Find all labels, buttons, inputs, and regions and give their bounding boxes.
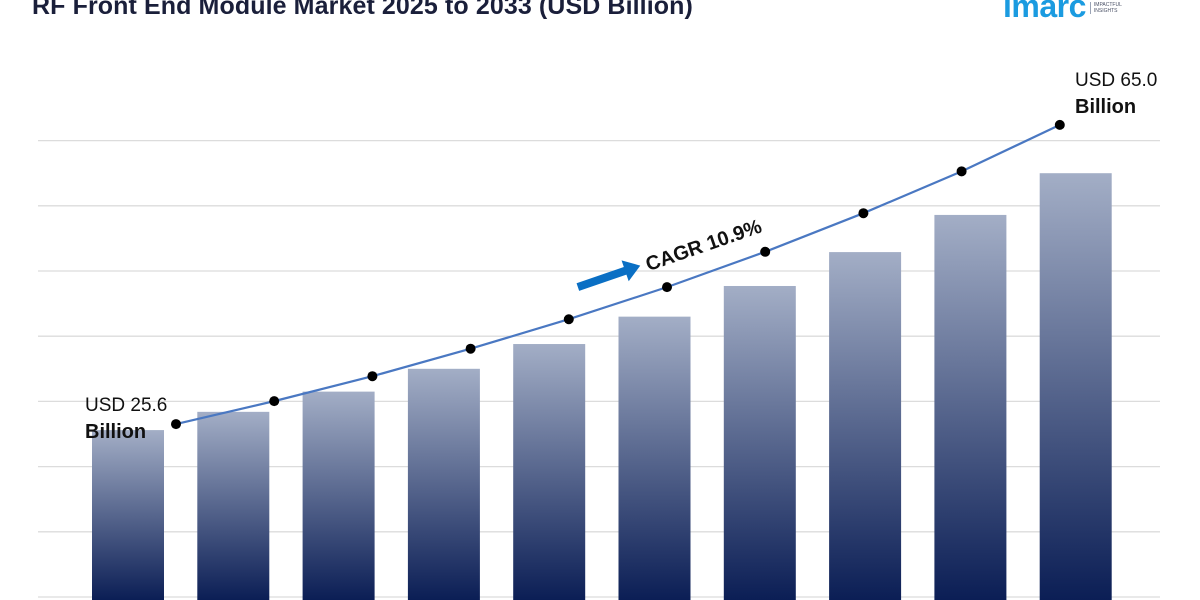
imarc-logo: imarc IMPACTFUL INSIGHTS (1003, 0, 1134, 22)
trend-marker-2030 (662, 282, 672, 293)
trend-marker-2034 (1054, 119, 1065, 130)
start-value-label: USD 25.6 (85, 395, 167, 416)
end-value-label: USD 65.0 (1075, 70, 1157, 91)
bars (92, 173, 1112, 600)
logo-tagline: IMPACTFUL INSIGHTS (1089, 2, 1134, 14)
cagr-arrow-icon (576, 260, 641, 291)
bar-2030 (618, 316, 691, 600)
bar-2027 (302, 391, 375, 600)
trend-marker-2029 (563, 314, 574, 325)
trend-line (175, 123, 1061, 426)
end-unit-label: Billion (1075, 96, 1136, 118)
cagr-label: CAGR 10.9% (643, 216, 765, 276)
bar-2033 (934, 214, 1007, 600)
chart-title: RF Front End Module Market 2025 to 2033 … (32, 0, 693, 20)
bar-2031 (723, 285, 796, 600)
trend-polyline (175, 123, 1061, 426)
trend-markers (171, 119, 1065, 430)
bar-2034 (1039, 173, 1112, 600)
bar-2026 (197, 411, 270, 600)
trend-marker-2033 (956, 166, 967, 177)
trend-marker-2026 (269, 396, 280, 407)
trend-marker-2031 (760, 246, 771, 257)
trend-marker-2025 (171, 419, 181, 430)
logo-wordmark: imarc (1003, 0, 1086, 24)
bar-2029 (513, 344, 586, 600)
trend-marker-2032 (858, 208, 869, 219)
trend-marker-2027 (367, 371, 378, 382)
bar-2032 (829, 252, 902, 600)
bar-2025 (92, 430, 164, 600)
start-unit-label: Billion (85, 421, 146, 443)
bar-2028 (407, 368, 480, 600)
trend-marker-2028 (465, 343, 476, 354)
